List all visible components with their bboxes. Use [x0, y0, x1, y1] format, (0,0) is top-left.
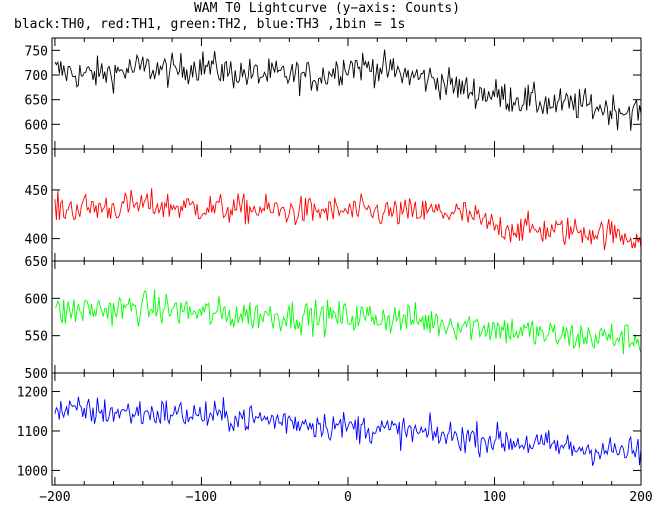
y-tick-label-TH2: 550	[25, 330, 48, 345]
y-tick-label-TH0: 650	[25, 94, 48, 109]
x-tick-label: 200	[629, 490, 652, 505]
series-line-TH3	[54, 396, 642, 467]
y-tick-label-TH0: 550	[25, 143, 48, 158]
panel-frame-TH1	[51, 148, 642, 262]
y-tick-label-TH3: 1100	[17, 425, 48, 440]
y-tick-label-TH0: 600	[25, 118, 48, 133]
y-tick-label-TH1: 400	[25, 233, 48, 248]
y-tick-label-TH3: 1200	[17, 386, 48, 401]
y-tick-label-TH2: 600	[25, 292, 48, 307]
y-tick-label-TH0: 700	[25, 69, 48, 84]
y-tick-label-TH2: 650	[25, 255, 48, 270]
y-tick-label-TH0: 750	[25, 44, 48, 59]
y-tick-label-TH3: 1000	[17, 464, 48, 479]
x-tick-label: −100	[186, 490, 217, 505]
panel-frame-TH0	[51, 37, 642, 150]
y-tick-label-TH1: 450	[25, 184, 48, 199]
y-tick-label-TH2: 500	[25, 367, 48, 382]
chart-title: WAM T0 Lightcurve (y−axis: Counts)	[193, 1, 461, 16]
series-line-TH0	[54, 49, 642, 131]
series-line-TH1	[54, 188, 642, 251]
panel-frame-TH3	[51, 372, 642, 486]
x-tick-label: −200	[39, 490, 70, 505]
x-tick-label: 0	[344, 490, 352, 505]
x-tick-label: 100	[483, 490, 506, 505]
series-line-TH2	[54, 289, 642, 355]
chart-subtitle: black:TH0, red:TH1, green:TH2, blue:TH3 …	[14, 17, 406, 32]
